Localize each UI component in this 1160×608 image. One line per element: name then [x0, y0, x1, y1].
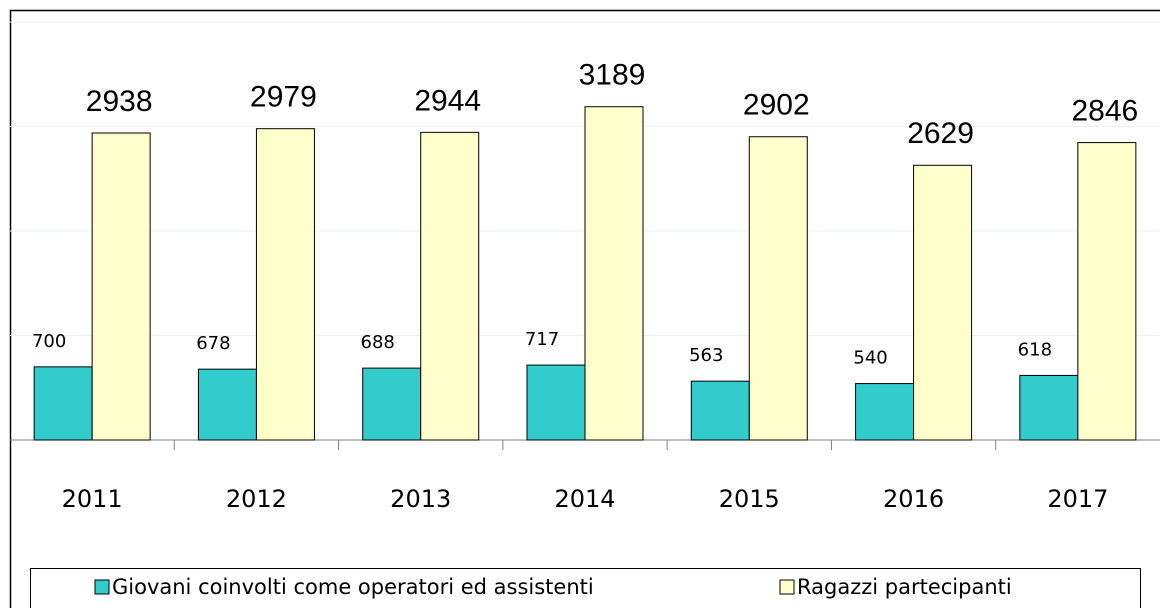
bar — [33, 366, 93, 441]
bar — [1077, 142, 1137, 441]
x-tick-label: 2011 — [62, 485, 123, 513]
legend-swatch — [779, 579, 795, 595]
value-label: 678 — [196, 333, 230, 354]
bar — [255, 128, 315, 441]
legend-box — [30, 568, 1141, 608]
value-label: 540 — [853, 348, 887, 369]
bar — [1019, 374, 1079, 441]
value-label: 2979 — [250, 81, 317, 114]
bar — [584, 106, 644, 441]
frame — [9, 9, 1160, 608]
x-tick-label: 2015 — [719, 485, 780, 513]
value-label: 563 — [689, 345, 723, 366]
value-label: 618 — [1018, 339, 1052, 360]
x-tick-label: 2014 — [554, 485, 615, 513]
value-label: 2938 — [86, 85, 153, 118]
bar — [690, 380, 750, 441]
bar — [913, 164, 973, 441]
x-tick-label: 2013 — [390, 485, 451, 513]
legend-swatch — [94, 579, 110, 595]
bar — [855, 383, 915, 441]
value-label: 2944 — [414, 84, 481, 117]
value-label: 2846 — [1071, 95, 1138, 128]
x-tick-label: 2016 — [883, 485, 944, 513]
bar — [197, 368, 257, 441]
value-label: 3189 — [579, 59, 646, 92]
value-label: 2629 — [907, 117, 974, 150]
value-label: 717 — [525, 329, 559, 350]
bar — [526, 364, 586, 441]
legend-label: Ragazzi partecipanti — [797, 575, 1012, 599]
value-label: 688 — [361, 332, 395, 353]
x-tick-label: 2012 — [226, 485, 287, 513]
bar — [91, 132, 151, 441]
x-tick-label: 2017 — [1047, 485, 1108, 513]
value-label: 700 — [32, 331, 66, 352]
value-label: 2902 — [743, 89, 810, 122]
bar — [420, 131, 480, 441]
legend-label: Giovani coinvolti come operatori ed assi… — [112, 575, 594, 599]
bar — [362, 367, 422, 441]
bar — [748, 136, 808, 441]
